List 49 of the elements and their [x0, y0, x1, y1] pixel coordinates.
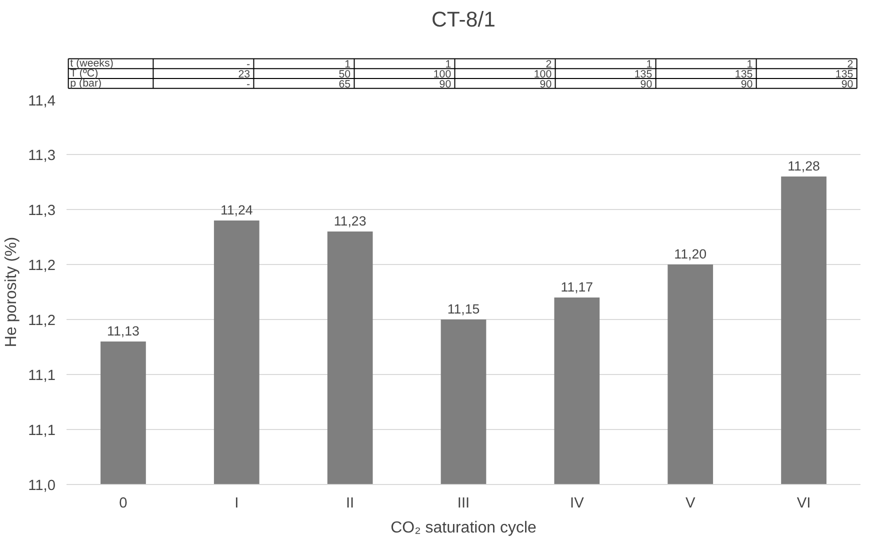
- text: 135: [835, 68, 854, 81]
- y-tick-label: 11,4: [28, 94, 56, 110]
- text: T (ºC): [70, 68, 98, 80]
- data-label: 11,17: [560, 280, 594, 294]
- x-tick-label: I: [234, 496, 239, 512]
- text: 50: [338, 68, 351, 81]
- y-tick-label: 11,2: [28, 258, 56, 274]
- x-tick-label: VI: [796, 496, 811, 512]
- y-tick-label: 11,1: [28, 423, 56, 439]
- x-tick-label: II: [346, 496, 354, 512]
- text: 100: [433, 68, 452, 81]
- text: 1: [344, 58, 351, 71]
- y-tick-label: 11,1: [28, 368, 56, 384]
- data-label: 11,23: [334, 214, 366, 228]
- text: 90: [439, 78, 452, 90]
- data-label: 11,24: [220, 202, 254, 218]
- data-label: 11,15: [447, 302, 480, 316]
- text: 65: [338, 78, 351, 90]
- text: 90: [841, 78, 854, 90]
- text: 1: [445, 58, 452, 71]
- text: 1: [746, 58, 753, 71]
- y-axis-title: He porosity (%): [3, 236, 20, 348]
- text: 1: [646, 58, 652, 71]
- chart-title: CT-8/1: [431, 8, 496, 32]
- text: 135: [734, 68, 753, 81]
- x-tick-label: V: [685, 496, 696, 512]
- x-tick-label: 0: [119, 496, 128, 512]
- x-axis-title: CO₂ saturation cycle: [390, 520, 537, 536]
- text: p (bar): [70, 77, 102, 90]
- y-tick-label: 11,2: [28, 313, 56, 329]
- x-tick-label: IV: [570, 496, 584, 512]
- text: -: [246, 58, 251, 71]
- y-tick-label: 11,3: [28, 148, 56, 164]
- data-label: 11,13: [107, 324, 140, 338]
- text: -: [246, 78, 251, 90]
- text: 100: [534, 68, 552, 81]
- text: 23: [238, 68, 250, 81]
- text: 90: [740, 78, 753, 90]
- x-tick-label: III: [457, 496, 470, 512]
- text: t (weeks): [70, 58, 114, 70]
- text: 135: [634, 68, 652, 81]
- data-label: 11,28: [788, 158, 820, 174]
- text: 2: [847, 58, 854, 71]
- text: 90: [540, 78, 552, 90]
- text: 90: [640, 78, 652, 90]
- y-tick-label: 11,0: [28, 478, 56, 494]
- y-tick-label: 11,3: [28, 203, 56, 219]
- data-label: 11,20: [674, 246, 707, 262]
- text: 2: [546, 58, 552, 71]
